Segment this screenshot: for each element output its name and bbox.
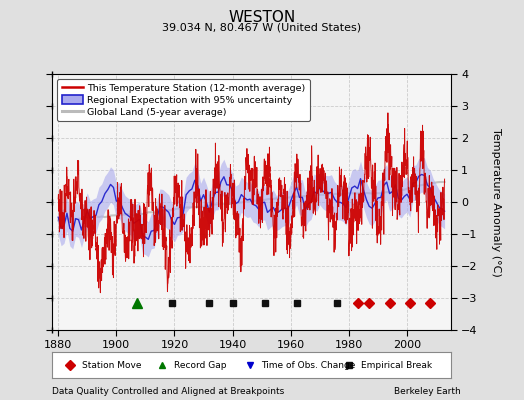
Text: Data Quality Controlled and Aligned at Breakpoints: Data Quality Controlled and Aligned at B…: [52, 387, 285, 396]
Text: Station Move: Station Move: [82, 360, 142, 370]
Y-axis label: Temperature Anomaly (°C): Temperature Anomaly (°C): [492, 128, 501, 276]
Text: Time of Obs. Change: Time of Obs. Change: [261, 360, 356, 370]
Text: Record Gap: Record Gap: [174, 360, 226, 370]
Text: Empirical Break: Empirical Break: [361, 360, 432, 370]
Text: WESTON: WESTON: [228, 10, 296, 25]
Text: Berkeley Earth: Berkeley Earth: [395, 387, 461, 396]
Text: 39.034 N, 80.467 W (United States): 39.034 N, 80.467 W (United States): [162, 22, 362, 32]
Legend: This Temperature Station (12-month average), Regional Expectation with 95% uncer: This Temperature Station (12-month avera…: [57, 79, 310, 121]
